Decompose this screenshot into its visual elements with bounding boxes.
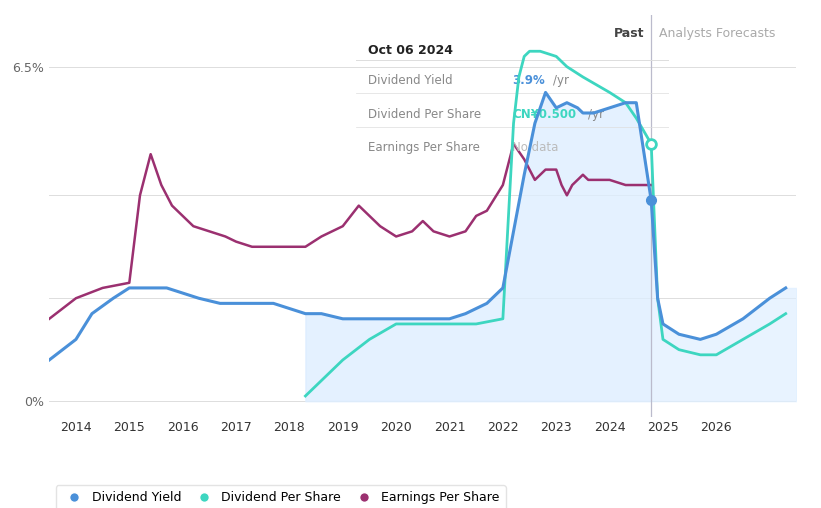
- Text: Analysts Forecasts: Analysts Forecasts: [659, 27, 776, 40]
- Text: Past: Past: [614, 27, 644, 40]
- Legend: Dividend Yield, Dividend Per Share, Earnings Per Share: Dividend Yield, Dividend Per Share, Earn…: [56, 485, 506, 508]
